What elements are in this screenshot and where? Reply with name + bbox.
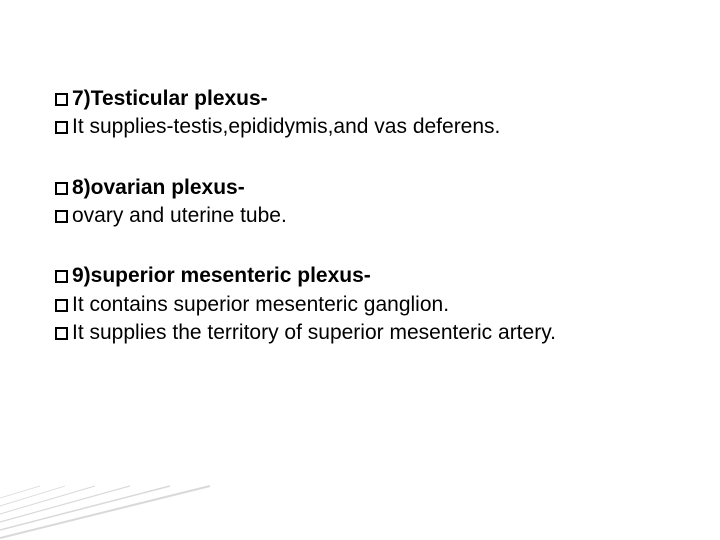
line: It contains superior mesenteric ganglion… xyxy=(55,291,665,319)
text: It contains superior mesenteric ganglion… xyxy=(72,293,449,316)
corner-decoration-icon xyxy=(0,480,220,540)
square-bullet-icon xyxy=(55,327,68,340)
group-7: 7)Testicular plexus- It supplies-testis,… xyxy=(55,85,665,142)
line: 8)ovarian plexus- xyxy=(55,174,665,202)
square-bullet-icon xyxy=(55,270,68,283)
text: It supplies-testis,epididymis,and vas de… xyxy=(72,115,500,138)
slide-content: 7)Testicular plexus- It supplies-testis,… xyxy=(0,0,720,347)
square-bullet-icon xyxy=(55,299,68,312)
text-bold: 7)Testicular plexus- xyxy=(72,87,268,110)
text-bold: 9)superior mesenteric plexus- xyxy=(72,264,371,287)
square-bullet-icon xyxy=(55,182,68,195)
group-8: 8)ovarian plexus- ovary and uterine tube… xyxy=(55,174,665,231)
text: ovary and uterine tube. xyxy=(72,204,287,227)
text-bold: 8)ovarian plexus- xyxy=(72,176,245,199)
square-bullet-icon xyxy=(55,121,68,134)
line: It supplies-testis,epididymis,and vas de… xyxy=(55,113,665,141)
line: It supplies the territory of superior me… xyxy=(55,319,665,347)
line: 7)Testicular plexus- xyxy=(55,85,665,113)
text: It supplies the territory of superior me… xyxy=(72,321,556,344)
line: ovary and uterine tube. xyxy=(55,202,665,230)
square-bullet-icon xyxy=(55,93,68,106)
line: 9)superior mesenteric plexus- xyxy=(55,262,665,290)
group-9: 9)superior mesenteric plexus- It contain… xyxy=(55,262,665,347)
square-bullet-icon xyxy=(55,210,68,223)
